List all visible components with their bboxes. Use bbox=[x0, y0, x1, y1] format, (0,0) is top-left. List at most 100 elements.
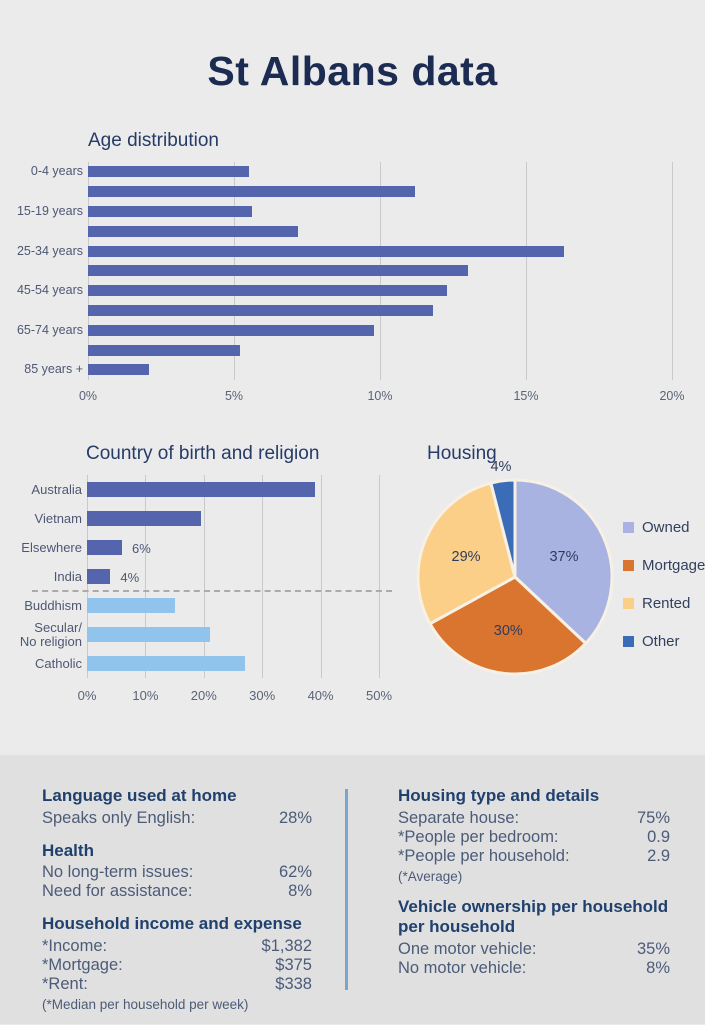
stat-value: 35% bbox=[636, 940, 670, 959]
age-chart-title: Age distribution bbox=[88, 130, 219, 151]
gridline bbox=[320, 475, 322, 678]
stat-row: Separate house: 75% bbox=[398, 809, 670, 828]
stat-row: Need for assistance: 8% bbox=[42, 882, 312, 901]
legend-label: Other bbox=[642, 633, 680, 650]
stat-row: *People per bedroom: 0.9 bbox=[398, 828, 670, 847]
bar bbox=[88, 305, 433, 316]
stat-row: No motor vehicle: 8% bbox=[398, 959, 670, 978]
bar bbox=[87, 656, 245, 671]
bar-value-label: 6% bbox=[132, 540, 151, 556]
bar bbox=[87, 511, 201, 526]
stat-block: Housing type and details Separate house: 7… bbox=[398, 786, 670, 884]
housing-pie-legend: Owned Mortgage Rented Other bbox=[623, 519, 705, 671]
x-axis-tick-label: 10% bbox=[367, 388, 393, 403]
stat-label: No long-term issues: bbox=[42, 863, 194, 882]
bar bbox=[87, 482, 315, 497]
stat-value: 8% bbox=[646, 959, 670, 978]
x-axis-tick-label: 20% bbox=[190, 688, 217, 703]
category-label: 0-4 years bbox=[30, 164, 83, 179]
legend-item: Other bbox=[623, 633, 705, 650]
pie-slice-label: 30% bbox=[494, 623, 523, 639]
stat-label: *Income: bbox=[42, 937, 108, 956]
bar bbox=[88, 206, 252, 217]
x-axis-tick-label: 20% bbox=[659, 388, 685, 403]
pie-slice-owned bbox=[513, 478, 614, 645]
gridline bbox=[526, 162, 527, 380]
bar bbox=[88, 245, 564, 257]
legend-item: Owned bbox=[623, 519, 705, 536]
stats-column-left: Language used at home Speaks only English… bbox=[42, 786, 312, 1025]
stat-label: Separate house: bbox=[398, 808, 520, 827]
category-label: Vietnam bbox=[34, 510, 82, 526]
stat-label: *Mortgage: bbox=[42, 956, 123, 975]
age-distribution-chart: 0% 5% 10% 15% 20% 0-4 years 15-19 years 25-34 y… bbox=[0, 162, 705, 414]
stat-heading: Housing type and details bbox=[398, 786, 600, 805]
gridline bbox=[145, 475, 147, 678]
category-label: 45-54 years bbox=[16, 283, 83, 298]
stat-block: Health No long-term issues: 62% Need for as… bbox=[42, 841, 312, 902]
stat-heading: Household income and expense bbox=[42, 914, 302, 934]
stat-footnote: (*Average) bbox=[398, 868, 463, 884]
stat-value: 8% bbox=[288, 882, 312, 901]
pie-slice-label: 4% bbox=[490, 460, 511, 475]
legend-swatch bbox=[623, 522, 634, 533]
legend-label: Owned bbox=[642, 519, 690, 536]
category-label: 25-34 years bbox=[16, 243, 83, 258]
stat-label: One motor vehicle: bbox=[398, 940, 537, 959]
page-title: St Albans data bbox=[207, 48, 498, 94]
housing-pie-chart: 37% 30% 29% 4% bbox=[416, 460, 614, 676]
x-axis-tick-label: 10% bbox=[132, 688, 159, 703]
stat-value: 75% bbox=[636, 808, 670, 827]
stat-value: 28% bbox=[278, 808, 312, 827]
stat-value: $1,382 bbox=[261, 937, 312, 956]
stats-column-right: Housing type and details Separate house: 7… bbox=[398, 786, 670, 991]
stat-label: *People per household: bbox=[398, 846, 570, 865]
category-label: Elsewhere bbox=[21, 539, 82, 555]
bar bbox=[87, 540, 123, 555]
stat-label: *People per bedroom: bbox=[398, 827, 559, 846]
bar bbox=[88, 166, 249, 178]
column-divider bbox=[345, 789, 348, 990]
legend-item: Rented bbox=[623, 595, 705, 612]
stat-row: *Income: $1,382 bbox=[42, 937, 312, 956]
category-label: Buddhism bbox=[24, 597, 82, 613]
stat-row: No long-term issues: 62% bbox=[42, 863, 312, 882]
x-axis-tick-label: 0% bbox=[78, 388, 98, 403]
bar bbox=[87, 627, 210, 642]
x-axis-tick-label: 50% bbox=[365, 688, 393, 703]
stat-footnote: (*Median per household per week) bbox=[42, 997, 249, 1013]
stat-row: One motor vehicle: 35% bbox=[398, 940, 670, 959]
pie-slice-label: 37% bbox=[549, 549, 578, 565]
bar bbox=[88, 364, 150, 376]
bar-value-label: 4% bbox=[120, 569, 140, 585]
category-label: Australia bbox=[31, 481, 82, 497]
stat-value: 2.9 bbox=[647, 846, 670, 865]
bar bbox=[88, 344, 240, 356]
legend-label: Rented bbox=[642, 595, 691, 612]
stat-block: Language used at home Speaks only English… bbox=[42, 786, 312, 828]
country-religion-chart-title: Country of birth and religion bbox=[86, 443, 320, 464]
gridline bbox=[262, 475, 264, 678]
bar bbox=[87, 598, 175, 613]
gridline bbox=[203, 475, 205, 678]
stat-row: *Rent: $338 bbox=[42, 975, 312, 994]
gridline bbox=[379, 475, 380, 678]
bar bbox=[87, 569, 111, 584]
stat-value: $338 bbox=[275, 975, 312, 994]
stat-heading: Vehicle ownership per household per hous… bbox=[398, 896, 669, 937]
legend-swatch bbox=[623, 598, 634, 609]
stat-label: *Rent: bbox=[42, 975, 88, 994]
x-axis-tick-label: 40% bbox=[307, 688, 334, 703]
legend-swatch bbox=[623, 636, 634, 647]
pie-slice-label: 29% bbox=[452, 549, 481, 565]
housing-chart-title: Housing bbox=[427, 443, 497, 464]
stat-value: $375 bbox=[275, 956, 312, 975]
stat-row: Speaks only English: 28% bbox=[42, 809, 312, 828]
category-label: Catholic bbox=[35, 655, 82, 671]
stat-heading: Health bbox=[42, 840, 94, 860]
stat-value: 62% bbox=[278, 863, 312, 882]
stats-panel: Language used at home Speaks only English… bbox=[0, 755, 705, 1024]
category-label: 15-19 years bbox=[16, 203, 83, 218]
x-axis-tick-label: 5% bbox=[224, 388, 244, 403]
category-label: India bbox=[53, 568, 82, 584]
